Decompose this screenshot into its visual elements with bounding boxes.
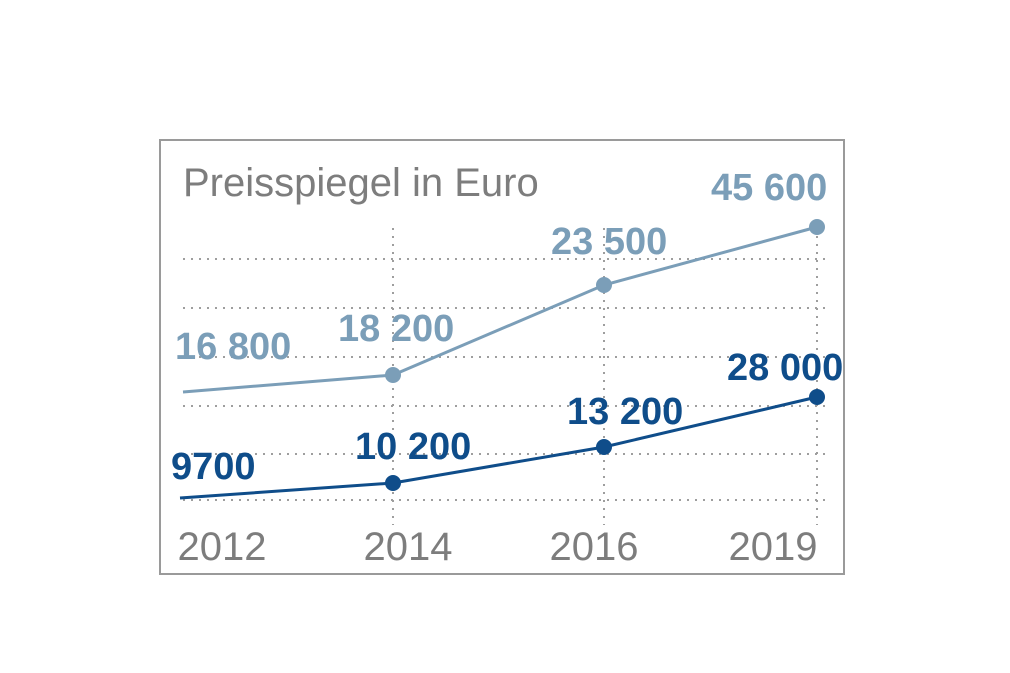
series-0-label-2012: 16 800: [175, 326, 291, 368]
series-0-point-2016: [596, 277, 612, 293]
series-0-point-2014: [385, 367, 401, 383]
chart-title: Preisspiegel in Euro: [183, 161, 539, 205]
series-layer: 16 800 18 200 23 500 45 600 9700 10 200 13 200…: [171, 167, 843, 500]
series-0-label-2014: 18 200: [338, 308, 454, 350]
series-1: 9700 10 200 13 200 28 000: [171, 347, 843, 500]
chart-frame: [159, 139, 845, 575]
series-0-line: [182, 225, 818, 394]
series-0: 16 800 18 200 23 500 45 600: [175, 167, 827, 394]
x-axis-ticks: 2012 2014 2016 2019: [178, 525, 818, 569]
series-0-point-2019: [809, 219, 825, 235]
series-0-label-2016: 23 500: [551, 221, 667, 263]
series-1-label-2019: 28 000: [727, 347, 843, 389]
series-1-label-2012: 9700: [171, 446, 256, 488]
series-1-point-2014: [385, 475, 401, 491]
x-tick-label-2019: 2019: [729, 525, 818, 569]
x-tick-label-2016: 2016: [550, 525, 639, 569]
series-1-point-2016: [596, 439, 612, 455]
series-1-label-2014: 10 200: [355, 426, 471, 468]
x-tick-label-2012: 2012: [178, 525, 267, 569]
series-1-point-2019: [809, 389, 825, 405]
series-0-label-2019: 45 600: [711, 167, 827, 209]
x-tick-label-2014: 2014: [364, 525, 453, 569]
series-1-label-2016: 13 200: [567, 391, 683, 433]
series-1-line: [179, 395, 818, 500]
